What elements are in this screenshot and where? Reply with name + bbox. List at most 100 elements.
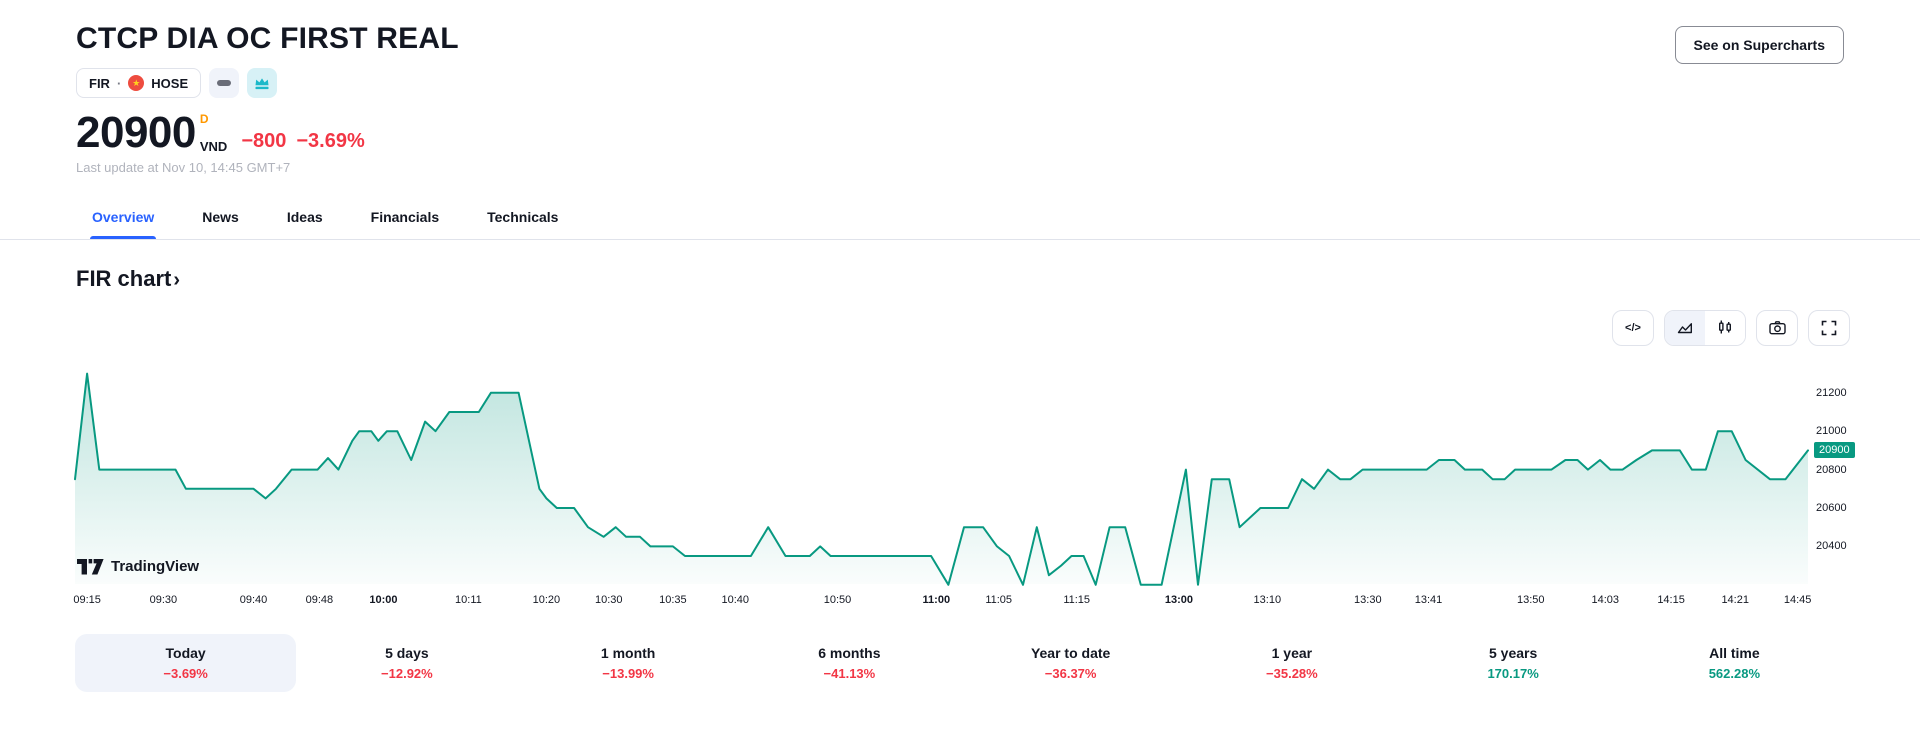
tab-news[interactable]: News bbox=[202, 209, 239, 225]
symbol-exchange-pill[interactable]: FIR · ★ HOSE bbox=[76, 68, 202, 98]
period-5-days[interactable]: 5 days −12.92% bbox=[296, 634, 517, 692]
tradingview-attribution[interactable]: TradingView bbox=[77, 558, 199, 575]
period-label: 5 years bbox=[1488, 645, 1538, 661]
pill-icon bbox=[217, 80, 232, 86]
x-axis-label: 13:30 bbox=[1354, 594, 1382, 606]
x-axis-label: 11:15 bbox=[1063, 594, 1091, 606]
price-axis[interactable]: 21200 21000 20800 20600 20400 20900 bbox=[1814, 364, 1886, 584]
period-label: All time bbox=[1709, 645, 1760, 661]
x-axis-label: 13:10 bbox=[1253, 594, 1282, 606]
period-change-value: −12.92% bbox=[381, 666, 433, 681]
candlestick-icon bbox=[1719, 320, 1732, 334]
chart-toolbar: </> bbox=[1612, 310, 1850, 346]
symbol-code: FIR bbox=[89, 75, 110, 91]
currency-column: D VND bbox=[200, 112, 227, 154]
price-row: 20900 D VND −800 −3.69% bbox=[76, 108, 1844, 157]
period-5-years[interactable]: 5 years 170.17% bbox=[1403, 634, 1624, 692]
time-axis[interactable]: 09:15 09:30 09:40 09:48 10:00 10:11 10:20 10:30… bbox=[73, 594, 1811, 610]
x-axis-label: 10:11 bbox=[455, 594, 482, 606]
period-1-month[interactable]: 1 month −13.99% bbox=[518, 634, 739, 692]
period-label: Today bbox=[165, 645, 206, 661]
chevron-right-icon: › bbox=[173, 268, 181, 291]
x-axis-label: 09:30 bbox=[149, 594, 178, 606]
period-change-value: 170.17% bbox=[1487, 666, 1539, 681]
tab-overview[interactable]: Overview bbox=[90, 199, 157, 239]
x-axis-label: 09:48 bbox=[305, 594, 334, 606]
period-1-year[interactable]: 1 year −35.28% bbox=[1181, 634, 1402, 692]
tradingview-logo-icon bbox=[77, 558, 104, 574]
x-axis-label: 13:00 bbox=[1164, 594, 1193, 606]
area-fill bbox=[75, 373, 1808, 585]
embed-code-button[interactable]: </> bbox=[1612, 310, 1654, 346]
period-label: Year to date bbox=[1030, 645, 1111, 661]
currency-code: VND bbox=[199, 139, 228, 154]
x-axis-label: 13:41 bbox=[1414, 594, 1443, 606]
period-change-value: −41.13% bbox=[823, 666, 876, 681]
period-label: 6 months bbox=[818, 645, 881, 661]
period-label: 1 year bbox=[1271, 645, 1313, 661]
x-axis-label: 10:20 bbox=[532, 594, 561, 606]
period-year-to-date[interactable]: Year to date −36.37% bbox=[960, 634, 1181, 692]
x-axis-label: 09:40 bbox=[239, 594, 268, 606]
separator-dot: · bbox=[116, 75, 122, 91]
y-axis-label: 20800 bbox=[1816, 463, 1847, 476]
last-price: 20900 bbox=[76, 108, 196, 157]
heading-text: FIR chart bbox=[76, 266, 172, 291]
chart-style-switch bbox=[1664, 310, 1746, 346]
area-chart-icon bbox=[1677, 323, 1692, 334]
last-price-badge: 20900 bbox=[1814, 442, 1855, 459]
y-axis-label: 21000 bbox=[1816, 425, 1847, 438]
price-line bbox=[74, 372, 1809, 586]
x-axis-label: 10:30 bbox=[594, 594, 623, 606]
last-update-text: Last update at Nov 10, 14:45 GMT+7 bbox=[76, 160, 291, 175]
chart-widget: </> bbox=[0, 306, 1920, 612]
period-change-value: −13.99% bbox=[602, 666, 654, 681]
tab-financials[interactable]: Financials bbox=[370, 209, 440, 225]
x-axis-label: 09:15 bbox=[73, 594, 101, 606]
y-axis-label: 20400 bbox=[1816, 540, 1847, 553]
tab-ideas[interactable]: Ideas bbox=[286, 209, 323, 225]
candles-chart-style-button[interactable] bbox=[1705, 311, 1745, 345]
x-axis-label: 14:21 bbox=[1721, 594, 1749, 606]
crown-icon bbox=[255, 78, 269, 90]
x-axis-label: 11:00 bbox=[922, 594, 951, 606]
symbol-badge-row: FIR · ★ HOSE bbox=[76, 68, 1844, 98]
snapshot-button[interactable] bbox=[1756, 310, 1798, 346]
x-axis-label: 14:45 bbox=[1783, 594, 1812, 606]
tradingview-logo-text: TradingView bbox=[111, 558, 200, 575]
tab-bar: Overview News Ideas Financials Technicals bbox=[0, 199, 1920, 240]
tab-technicals[interactable]: Technicals bbox=[487, 209, 559, 225]
fullscreen-button[interactable] bbox=[1808, 310, 1850, 346]
period-6-months[interactable]: 6 months −41.13% bbox=[739, 634, 960, 692]
delayed-data-marker: D bbox=[199, 112, 209, 126]
x-axis-label: 10:35 bbox=[659, 594, 687, 606]
change-percent: −3.69% bbox=[296, 130, 365, 152]
period-label: 1 month bbox=[600, 645, 656, 661]
x-axis-label: 10:50 bbox=[823, 594, 852, 606]
change-absolute: −800 bbox=[241, 130, 287, 152]
price-chart-plot[interactable] bbox=[74, 364, 1809, 586]
area-chart-style-button[interactable] bbox=[1665, 311, 1705, 345]
period-change-value: −36.37% bbox=[1044, 666, 1097, 681]
x-axis-label: 10:00 bbox=[369, 594, 398, 606]
y-axis-label: 21200 bbox=[1816, 386, 1847, 399]
camera-icon bbox=[1768, 321, 1786, 335]
period-label: 5 days bbox=[385, 645, 429, 661]
period-today[interactable]: Today −3.69% bbox=[75, 634, 297, 692]
vietnam-flag-icon: ★ bbox=[128, 75, 145, 91]
x-axis-label: 11:05 bbox=[985, 594, 1013, 606]
exchange-name: HOSE bbox=[151, 75, 189, 91]
x-axis-label: 14:15 bbox=[1657, 594, 1685, 606]
crown-badge[interactable] bbox=[247, 68, 278, 98]
fullscreen-icon bbox=[1821, 320, 1837, 336]
x-axis-label: 13:50 bbox=[1516, 594, 1545, 606]
period-change-value: 562.28% bbox=[1708, 666, 1761, 681]
x-axis-label: 10:40 bbox=[721, 594, 750, 606]
period-all-time[interactable]: All time 562.28% bbox=[1624, 634, 1845, 692]
fir-chart-heading[interactable]: FIR chart › bbox=[76, 266, 1844, 292]
period-change-value: −3.69% bbox=[163, 666, 208, 681]
bond-pill-badge[interactable] bbox=[209, 68, 240, 98]
see-on-supercharts-button[interactable]: See on Supercharts bbox=[1674, 26, 1844, 64]
page-title: CTCP DIA OC FIRST REAL bbox=[76, 22, 459, 55]
